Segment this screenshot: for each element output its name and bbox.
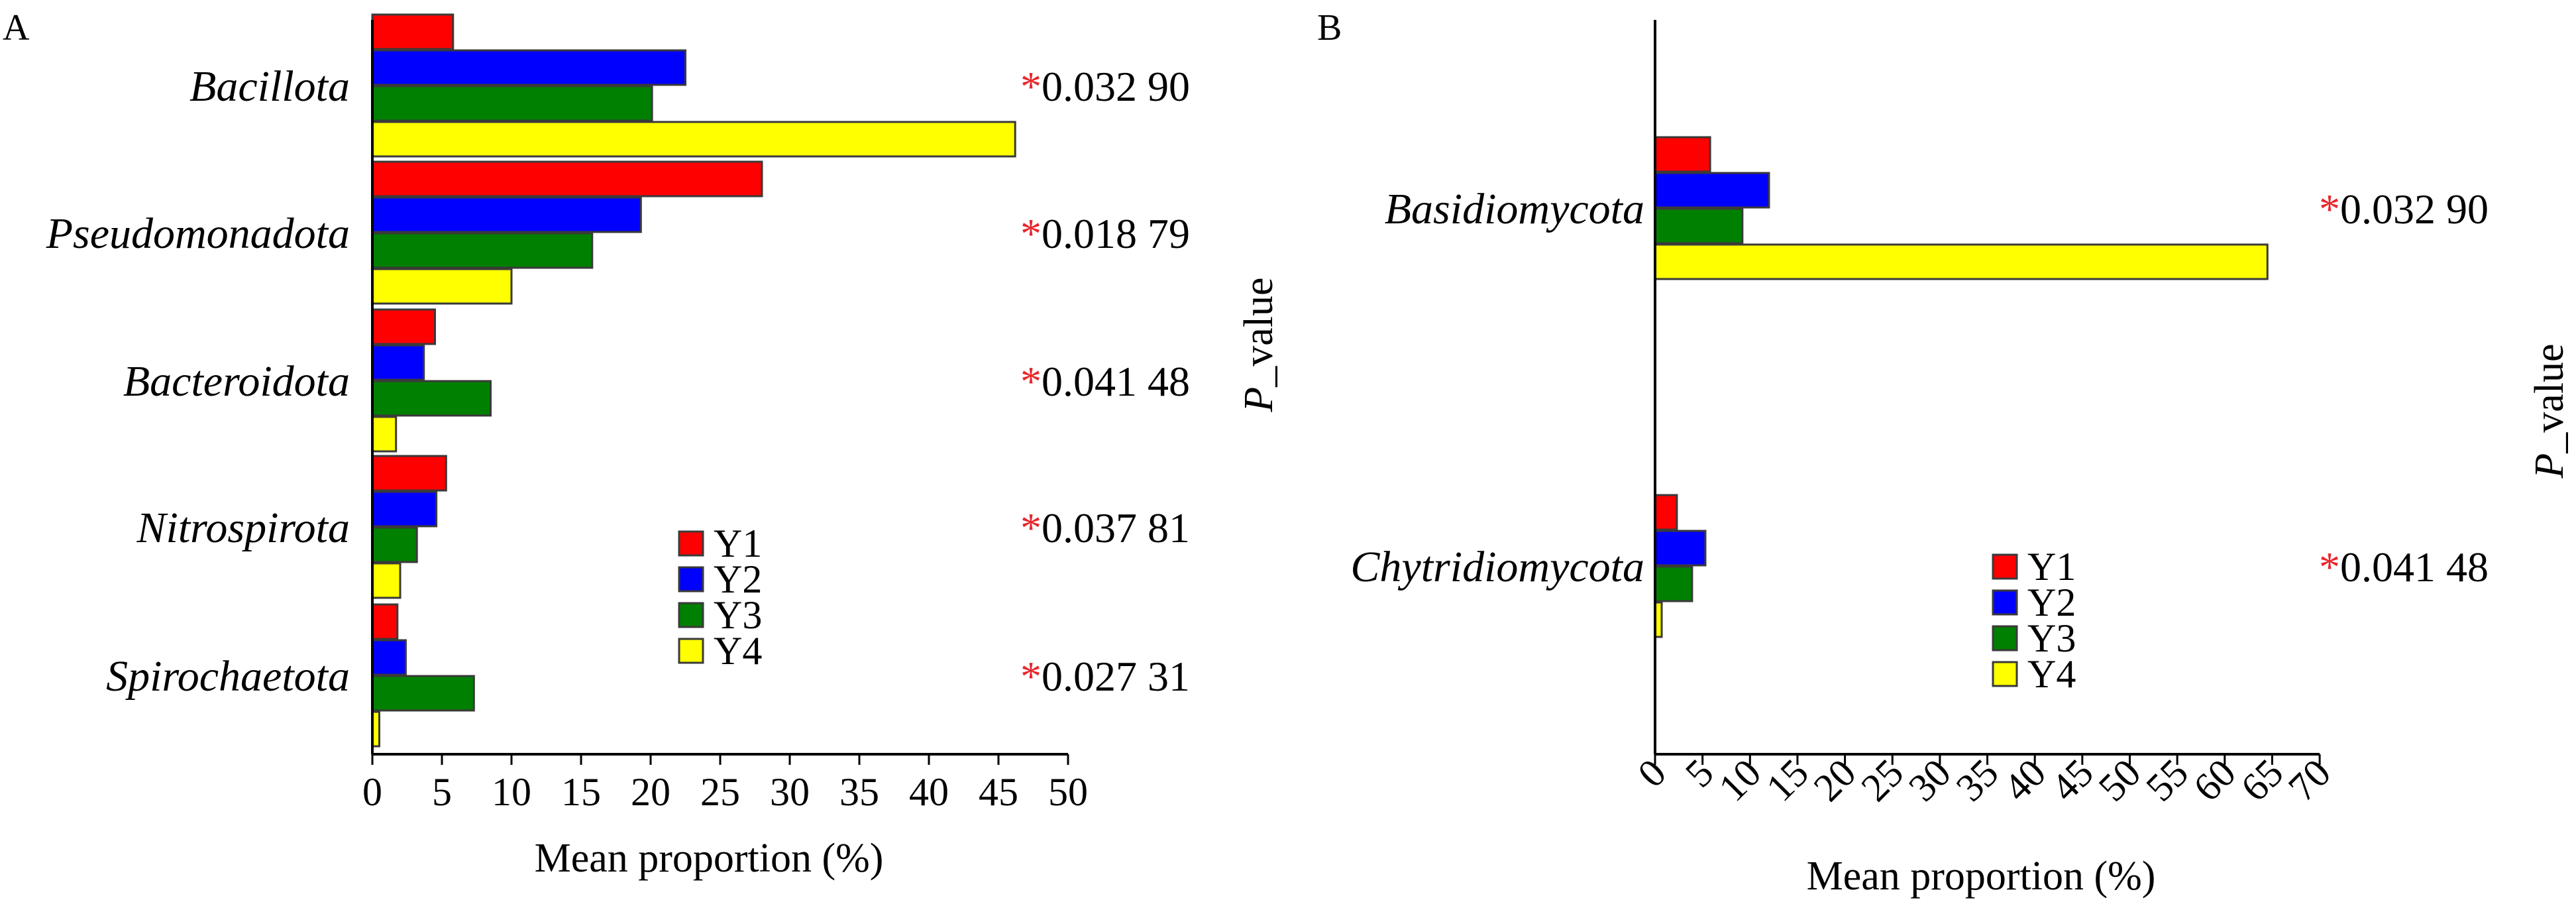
panel-a-p-value: *0.027 31 bbox=[1020, 653, 1190, 700]
panel-b-label: B bbox=[1317, 7, 1342, 48]
panel-a-category-label: Spirochaetota bbox=[106, 652, 350, 701]
panel-a-category-label: Nitrospirota bbox=[136, 504, 350, 552]
panel-a-legend-label: Y3 bbox=[714, 593, 762, 637]
panel-b-p-value-axis-title: P_value bbox=[2527, 343, 2572, 479]
panel-a-x-tick-label: 20 bbox=[631, 770, 671, 814]
panel-a-legend-swatch-y4 bbox=[678, 638, 704, 664]
panel-a-significance-star: * bbox=[1020, 504, 1042, 551]
panel-a-p-value-axis-title-rest: _value bbox=[1236, 277, 1281, 387]
panel-a-bar-y1-spirochaetota bbox=[371, 603, 399, 640]
panel-a-legend-swatch-y2 bbox=[678, 566, 704, 593]
panel-b-x-axis-title: Mean proportion (%) bbox=[1807, 854, 2156, 899]
panel-a-bar-y1-pseudomonadota bbox=[371, 160, 763, 198]
panel-b-bar-y1-basidiomycota bbox=[1654, 136, 1711, 173]
panel-a-x-axis-title: Mean proportion (%) bbox=[535, 836, 884, 881]
panel-a-bar-y1-bacillota bbox=[371, 13, 455, 50]
panel-a-bar-y2-pseudomonadota bbox=[371, 196, 642, 233]
panel-b-legend-label: Y4 bbox=[2027, 652, 2076, 696]
panel-a-x-tick-label: 5 bbox=[432, 770, 452, 814]
panel-a-significance-star: * bbox=[1020, 653, 1042, 700]
panel-a-x-tick-label: 50 bbox=[1048, 770, 1088, 814]
panel-a-p-value: *0.041 48 bbox=[1020, 358, 1190, 405]
panel-a-p-value-number: 0.037 81 bbox=[1042, 504, 1190, 551]
panel-a-bar-y4-bacillota bbox=[371, 121, 1016, 158]
panel-b-p-value: *0.032 90 bbox=[2319, 186, 2489, 233]
panel-b-bar-y3-chytridiomycota bbox=[1654, 565, 1693, 602]
panel-a-p-value-number: 0.041 48 bbox=[1042, 358, 1190, 405]
panel-b-p-value-number: 0.041 48 bbox=[2340, 543, 2489, 591]
panel-a-bar-y3-spirochaetota bbox=[371, 675, 475, 712]
panel-a-p-value-number: 0.032 90 bbox=[1042, 63, 1190, 110]
panel-b-significance-star: * bbox=[2319, 186, 2340, 233]
panel-a-x-tick-label: 25 bbox=[700, 770, 740, 814]
panel-b-x-tick-label: 0 bbox=[1629, 751, 1674, 796]
panel-a-p-value: *0.037 81 bbox=[1020, 504, 1190, 551]
panel-a-category-label: Bacillota bbox=[189, 62, 350, 111]
panel-a-legend-swatch-y1 bbox=[678, 530, 704, 557]
panel-b-p-value-axis-title-rest: _value bbox=[2527, 343, 2572, 453]
panel-a-legend-label: Y1 bbox=[714, 522, 762, 565]
panel-b-bar-y3-basidiomycota bbox=[1654, 207, 1744, 245]
panel-b-significance-star: * bbox=[2319, 543, 2340, 591]
panel-b-legend-swatch-y3 bbox=[1992, 625, 2018, 651]
panel-a-bar-y3-bacteroidota bbox=[371, 380, 492, 417]
panel-a-bar-y1-nitrospirota bbox=[371, 455, 447, 492]
panel-b-p-value-number: 0.032 90 bbox=[2340, 186, 2489, 233]
panel-a-x-tick-label: 10 bbox=[492, 770, 531, 814]
panel-a-p-value-axis-title: P_value bbox=[1236, 277, 1281, 412]
panel-b-category-label: Chytridiomycota bbox=[1350, 543, 1644, 591]
panel-b-legend-swatch-y4 bbox=[1992, 661, 2018, 687]
panel-a-label: A bbox=[3, 7, 30, 48]
panel-a-x-tick-label: 0 bbox=[362, 770, 382, 814]
panel-b-legend-label: Y2 bbox=[2027, 581, 2076, 624]
panel-a-p-value: *0.018 79 bbox=[1020, 210, 1190, 257]
panel-a-significance-star: * bbox=[1020, 210, 1042, 257]
panel-b-bar-y2-chytridiomycota bbox=[1654, 530, 1707, 567]
panel-b-legend-swatch-y1 bbox=[1992, 553, 2018, 580]
panel-a-legend-swatch-y3 bbox=[678, 602, 704, 628]
panel-a-p-value-number: 0.018 79 bbox=[1042, 210, 1190, 257]
panel-a-significance-star: * bbox=[1020, 63, 1042, 110]
panel-b-p-value-axis-title-italic: P bbox=[2527, 453, 2572, 479]
panel-a-x-tick-label: 30 bbox=[770, 770, 810, 814]
panel-b-legend-label: Y3 bbox=[2027, 616, 2076, 660]
panel-a-legend-label: Y4 bbox=[714, 629, 762, 673]
panel-b-legend-swatch-y2 bbox=[1992, 589, 2018, 616]
panel-a-bar-y2-bacillota bbox=[371, 49, 686, 86]
panel-a-bar-y4-bacteroidota bbox=[371, 416, 398, 453]
panel-a-x-tick-label: 15 bbox=[561, 770, 601, 814]
panel-a-bar-y3-pseudomonadota bbox=[371, 232, 594, 269]
panel-a-legend-label: Y2 bbox=[714, 557, 762, 601]
panel-b-legend-label: Y1 bbox=[2027, 545, 2076, 589]
panel-a-x-tick-label: 35 bbox=[839, 770, 879, 814]
panel-a-category-label: Pseudomonadota bbox=[46, 209, 350, 258]
panel-a-p-value-axis-title-italic: P bbox=[1236, 387, 1281, 413]
panel-a-bar-y2-spirochaetota bbox=[371, 639, 407, 676]
panel-b-p-value: *0.041 48 bbox=[2319, 543, 2489, 591]
panel-a-category-label: Bacteroidota bbox=[123, 357, 350, 406]
panel-b-x-tick-label: 70 bbox=[2280, 751, 2339, 810]
panel-a-significance-star: * bbox=[1020, 358, 1042, 405]
panel-a-p-value-number: 0.027 31 bbox=[1042, 653, 1190, 700]
panel-a-bar-y3-nitrospirota bbox=[371, 526, 418, 563]
panel-a-bar-y4-pseudomonadota bbox=[371, 268, 513, 305]
panel-b-bar-y2-basidiomycota bbox=[1654, 172, 1770, 209]
panel-a-p-value: *0.032 90 bbox=[1020, 63, 1190, 110]
panel-a-bar-y2-bacteroidota bbox=[371, 344, 425, 381]
panel-a-bar-y1-bacteroidota bbox=[371, 308, 436, 345]
panel-a-bar-y4-nitrospirota bbox=[371, 562, 402, 599]
panel-a-bar-y2-nitrospirota bbox=[371, 490, 438, 528]
panel-b-bar-y4-basidiomycota bbox=[1654, 243, 2269, 280]
panel-b-bar-y1-chytridiomycota bbox=[1654, 494, 1678, 531]
panel-a-x-tick-label: 40 bbox=[909, 770, 949, 814]
panel-a-bar-y3-bacillota bbox=[371, 85, 653, 122]
panel-a-x-tick-label: 45 bbox=[979, 770, 1018, 814]
panel-b-category-label: Basidiomycota bbox=[1385, 185, 1644, 233]
